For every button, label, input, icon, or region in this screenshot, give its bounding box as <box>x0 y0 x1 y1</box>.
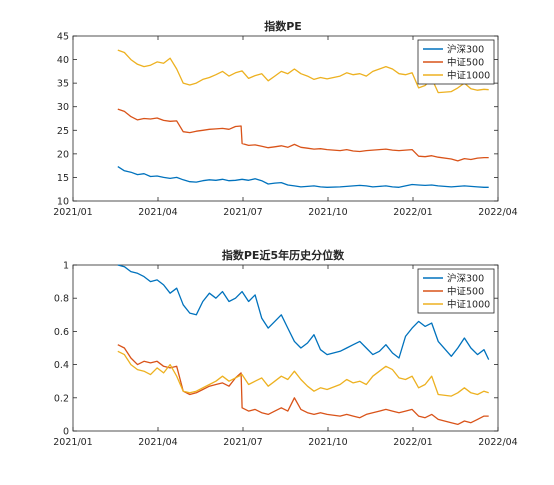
y-tick-label: 0.4 <box>54 360 69 371</box>
series-line-3 <box>117 350 489 397</box>
x-tick-label: 2021/04 <box>138 437 177 448</box>
legend-label: 中证1000 <box>447 70 490 82</box>
y-tick-label: 0 <box>63 427 69 438</box>
legend-label: 中证500 <box>447 57 484 69</box>
y-tick-label: 15 <box>57 173 69 184</box>
y-tick-label: 1 <box>63 261 69 272</box>
y-tick-label: 45 <box>57 32 69 43</box>
pe-chart: 指数PE 2021/01 2021/04 2021/07 2021/10 2022/01… <box>53 19 517 218</box>
y-tick-label: 0.8 <box>54 294 69 305</box>
x-tick-label: 2021/07 <box>223 207 262 218</box>
pe-percentile-chart: 指数PE近5年历史分位数 2021/01 2021/04 2021/07 2021/1… <box>53 248 517 448</box>
chart-title: 指数PE近5年历史分位数 <box>222 248 345 262</box>
y-tick-label: 0.2 <box>54 393 69 404</box>
y-tick-label: 40 <box>57 55 69 66</box>
legend-label: 沪深300 <box>447 273 484 285</box>
x-tick-label: 2021/04 <box>138 207 177 218</box>
x-tick-label: 2022/01 <box>393 207 432 218</box>
legend-label: 中证500 <box>447 286 484 298</box>
y-tick-label: 30 <box>57 102 69 113</box>
series-line-1 <box>117 264 490 360</box>
y-tick-label: 10 <box>57 197 69 208</box>
x-tick-label: 2021/01 <box>53 207 92 218</box>
chart-title: 指数PE <box>264 19 302 33</box>
x-tick-label: 2022/01 <box>393 437 432 448</box>
series-line-2 <box>117 108 489 162</box>
plot-area-frame <box>72 35 499 202</box>
x-tick-label: 2021/07 <box>223 437 262 448</box>
series-line-1 <box>117 166 489 188</box>
y-tick-label: 20 <box>57 149 69 160</box>
legend-label: 沪深300 <box>447 44 484 56</box>
y-tick-label: 0.6 <box>54 327 69 338</box>
x-tick-label: 2021/10 <box>308 207 347 218</box>
plot-area-frame <box>72 264 499 432</box>
series-line-3 <box>117 49 489 94</box>
x-tick-label: 2021/10 <box>308 437 347 448</box>
x-tick-label: 2022/04 <box>478 207 517 218</box>
y-tick-label: 35 <box>57 79 69 90</box>
x-tick-label: 2022/04 <box>478 437 517 448</box>
series-line-2 <box>117 344 489 426</box>
x-tick-label: 2021/01 <box>53 437 92 448</box>
legend-label: 中证1000 <box>447 299 490 311</box>
y-tick-label: 25 <box>57 126 69 137</box>
